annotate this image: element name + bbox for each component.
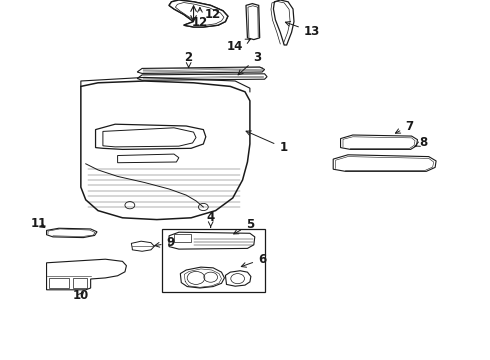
Text: 9: 9	[155, 237, 175, 249]
Polygon shape	[81, 81, 250, 220]
Bar	[49, 278, 69, 288]
Polygon shape	[333, 155, 436, 171]
Text: 3: 3	[238, 51, 261, 75]
Text: 10: 10	[73, 289, 89, 302]
Polygon shape	[169, 0, 228, 27]
Text: 11: 11	[31, 217, 48, 230]
Text: 14: 14	[227, 39, 250, 53]
Text: 1: 1	[246, 131, 288, 154]
Text: 6: 6	[241, 253, 266, 267]
Polygon shape	[180, 267, 224, 288]
Text: 8: 8	[415, 136, 428, 149]
Polygon shape	[96, 124, 206, 149]
Polygon shape	[169, 232, 255, 249]
Polygon shape	[341, 135, 417, 149]
Text: 4: 4	[207, 211, 215, 227]
Bar	[162, 229, 265, 292]
Polygon shape	[131, 241, 154, 251]
Text: 2: 2	[185, 51, 193, 67]
Polygon shape	[47, 259, 126, 290]
Text: 13: 13	[285, 22, 320, 38]
Polygon shape	[137, 67, 265, 73]
Text: 7: 7	[395, 120, 413, 133]
Polygon shape	[169, 0, 228, 27]
Polygon shape	[273, 0, 294, 45]
Text: 12: 12	[205, 8, 221, 21]
Polygon shape	[225, 271, 251, 286]
Polygon shape	[47, 228, 97, 238]
Polygon shape	[246, 4, 260, 40]
Text: 5: 5	[234, 219, 254, 234]
Text: 12: 12	[192, 8, 208, 29]
Bar	[73, 278, 87, 288]
Polygon shape	[137, 74, 267, 80]
Bar	[174, 234, 191, 242]
